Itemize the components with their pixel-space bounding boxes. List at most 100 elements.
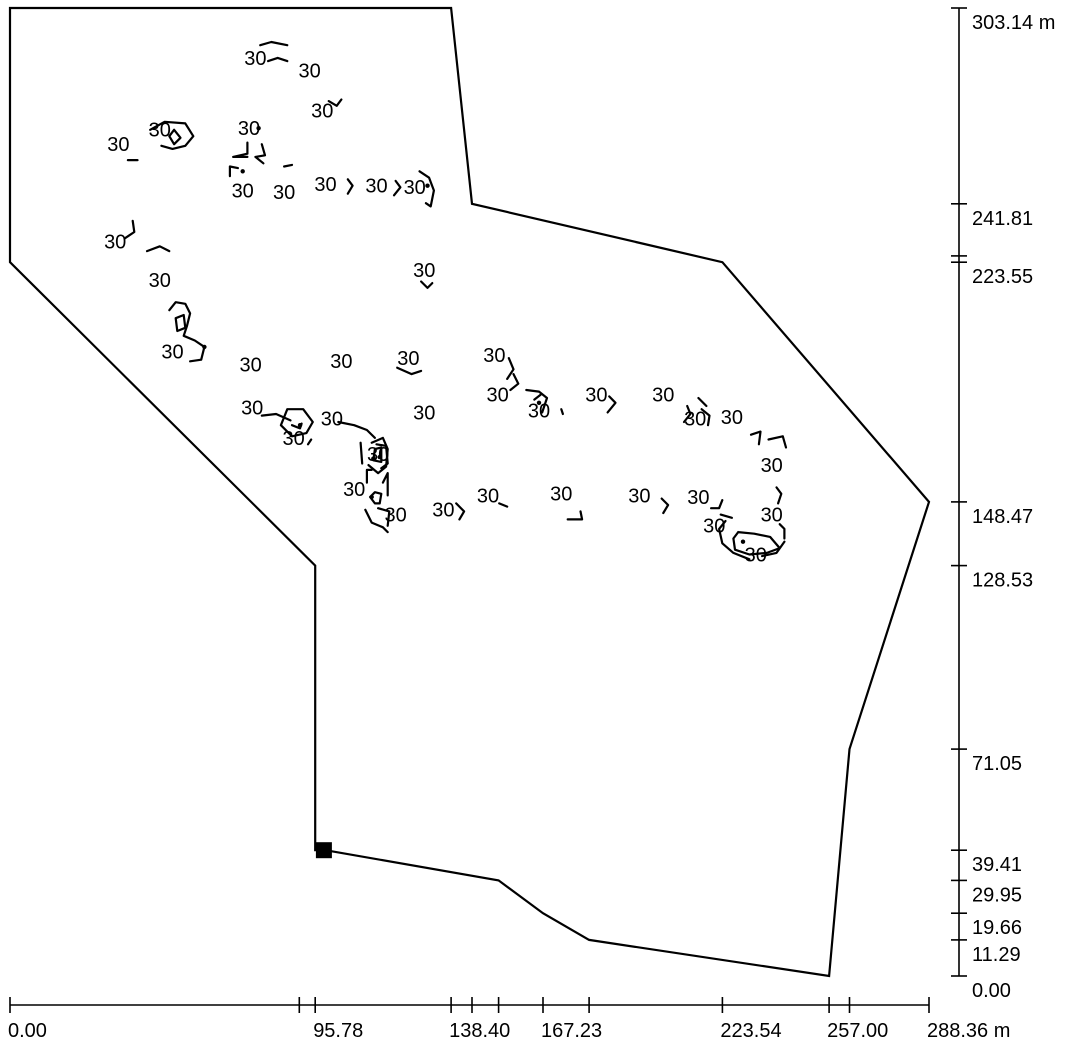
contour-line bbox=[364, 508, 389, 534]
contour-line bbox=[381, 472, 389, 497]
contour-label: 30 bbox=[149, 270, 171, 292]
contour-line bbox=[606, 395, 617, 414]
contour-label: 30 bbox=[687, 487, 709, 509]
contour-line bbox=[533, 393, 542, 401]
contour-spot bbox=[369, 494, 374, 500]
contour-label: 30 bbox=[232, 180, 254, 202]
contour-line bbox=[168, 128, 182, 146]
contour-label: 30 bbox=[365, 176, 387, 198]
contour-line bbox=[254, 143, 267, 165]
contour-line bbox=[749, 430, 762, 446]
contour-line bbox=[145, 245, 171, 253]
contour-line bbox=[660, 497, 670, 515]
contour-spot bbox=[536, 400, 542, 405]
contour-spot bbox=[256, 126, 261, 131]
y-tick-label: 303.14 m bbox=[972, 12, 1055, 34]
contour-label: 30 bbox=[745, 544, 767, 566]
contour-line bbox=[566, 510, 584, 521]
contour-label: 30 bbox=[652, 385, 674, 407]
contour-label: 30 bbox=[314, 174, 336, 196]
contour-line bbox=[377, 507, 391, 527]
x-axis: 0.00 95.78 138.40 167.23 223.54 257.00 288.36 … bbox=[8, 997, 1010, 1042]
y-tick-label: 128.53 bbox=[972, 570, 1033, 592]
contour-label: 30 bbox=[413, 402, 435, 424]
contour-label: 30 bbox=[486, 385, 508, 407]
contour-label: 30 bbox=[298, 61, 320, 83]
contour-spot bbox=[297, 423, 303, 428]
x-tick-label: 0.00 bbox=[8, 1020, 47, 1042]
contour-line bbox=[392, 179, 402, 197]
contour-label: 30 bbox=[761, 504, 783, 526]
y-tick-label: 241.81 bbox=[972, 208, 1033, 230]
contour-line bbox=[260, 412, 292, 422]
contour-spot bbox=[202, 344, 207, 350]
contour-line bbox=[509, 373, 520, 392]
contour-line bbox=[709, 499, 724, 510]
contour-lines-layer bbox=[123, 40, 788, 561]
contour-line bbox=[123, 219, 136, 240]
contour-line bbox=[396, 366, 423, 376]
contour-label: 30 bbox=[684, 409, 706, 431]
contour-line bbox=[506, 357, 515, 380]
contour-line bbox=[346, 178, 354, 195]
contour-line bbox=[418, 170, 435, 208]
contour-label: 30 bbox=[161, 342, 183, 364]
x-tick-label: 257.00 bbox=[827, 1020, 888, 1042]
contour-label: 30 bbox=[282, 428, 304, 450]
contour-label: 30 bbox=[397, 348, 419, 370]
contour-line bbox=[525, 388, 549, 414]
contour-label: 30 bbox=[244, 48, 266, 70]
contour-label: 30 bbox=[149, 120, 171, 142]
contour-line bbox=[760, 540, 786, 558]
contour-line bbox=[168, 301, 206, 363]
contour-line bbox=[283, 163, 294, 168]
contour-line bbox=[560, 408, 565, 416]
station-layer bbox=[315, 842, 332, 859]
contour-line bbox=[359, 441, 364, 465]
contour-line bbox=[267, 56, 289, 63]
contour-label: 30 bbox=[384, 504, 406, 526]
contour-label: 30 bbox=[761, 455, 783, 477]
contour-line bbox=[775, 486, 783, 505]
contour-line bbox=[149, 120, 195, 150]
site-boundary-layer bbox=[8, 6, 931, 978]
x-tick-label: 167.23 bbox=[541, 1020, 602, 1042]
contour-label: 30 bbox=[239, 354, 261, 376]
contour-label: 30 bbox=[528, 401, 550, 423]
contour-spot bbox=[425, 183, 430, 188]
x-tick-label: 288.36 m bbox=[927, 1020, 1010, 1042]
contour-line bbox=[700, 408, 711, 427]
y-tick-label: 0.00 bbox=[972, 980, 1011, 1002]
contour-labels-layer: 30 30 30 30 30 30 30 30 30 30 30 30 30 30 30 30 30 30 30 30… bbox=[104, 48, 783, 567]
y-tick-label: 29.95 bbox=[972, 884, 1022, 906]
x-tick-label: 138.40 bbox=[449, 1020, 510, 1042]
contour-line bbox=[327, 98, 343, 107]
contour-label: 30 bbox=[628, 485, 650, 507]
contour-label: 30 bbox=[477, 485, 499, 507]
contour-label: 30 bbox=[330, 351, 352, 373]
contour-line bbox=[279, 408, 314, 438]
contour-spot bbox=[240, 169, 245, 174]
contour-label: 30 bbox=[238, 118, 260, 140]
contour-label: 30 bbox=[404, 177, 426, 199]
contour-line bbox=[719, 513, 734, 519]
contour-label: 30 bbox=[367, 444, 389, 466]
contour-label: 30 bbox=[321, 409, 343, 431]
contour-label: 30 bbox=[107, 134, 129, 156]
x-tick-label: 95.78 bbox=[313, 1020, 363, 1042]
contour-line bbox=[228, 165, 239, 178]
y-axis: 303.14 m 241.81 223.55 148.47 128.53 71.05 39.… bbox=[951, 7, 1055, 1002]
contour-line bbox=[498, 502, 509, 508]
station-marker bbox=[315, 842, 332, 859]
contour-label: 30 bbox=[432, 500, 454, 522]
contour-line bbox=[778, 523, 786, 540]
contour-label: 30 bbox=[104, 231, 126, 253]
contour-line bbox=[232, 141, 249, 158]
contour-label: 30 bbox=[311, 100, 333, 122]
y-tick-label: 71.05 bbox=[972, 753, 1022, 775]
contour-line bbox=[420, 280, 434, 289]
contour-label: 30 bbox=[273, 182, 295, 204]
contour-line bbox=[259, 40, 289, 47]
contour-line bbox=[365, 468, 373, 484]
